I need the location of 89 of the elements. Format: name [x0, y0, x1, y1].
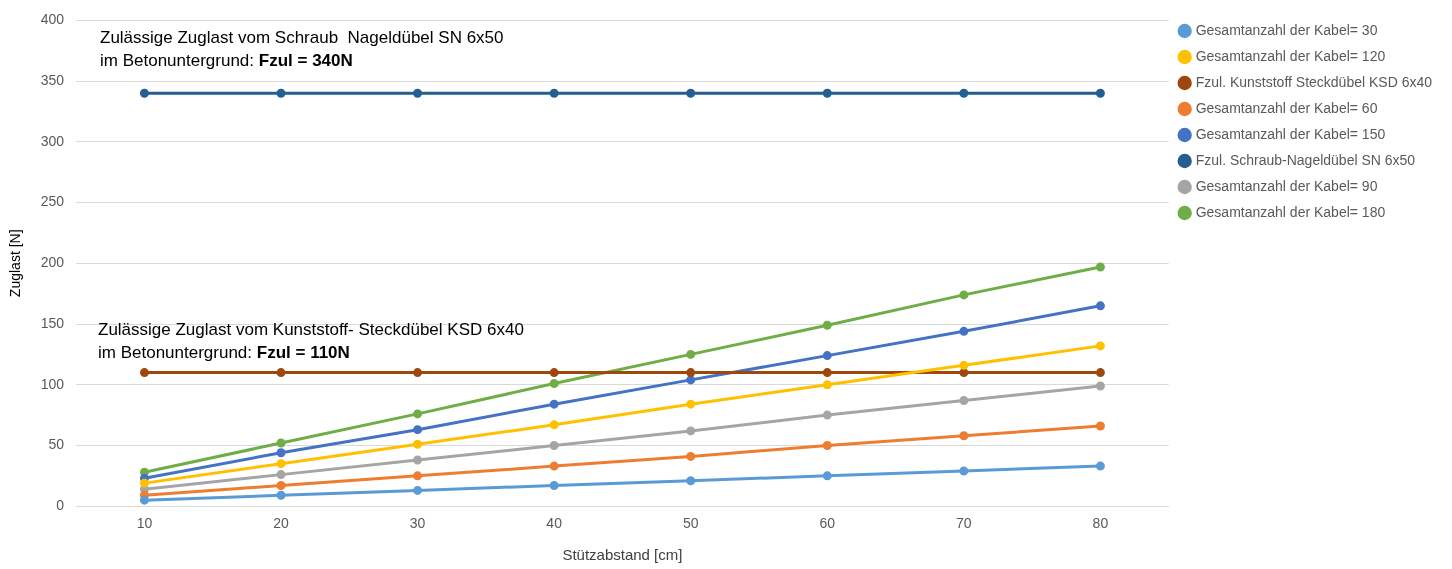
point	[1095, 88, 1105, 98]
point	[822, 88, 832, 98]
x-tick-label: 70	[956, 515, 972, 532]
legend-label: Gesamtanzahl der Kabel= 150	[1195, 125, 1386, 142]
x-tick-label: 30	[409, 515, 426, 532]
point	[549, 88, 559, 98]
point	[686, 375, 696, 385]
point	[549, 368, 559, 378]
legend-label: Gesamtanzahl der Kabel= 180	[1195, 203, 1386, 220]
y-tick-label: 350	[40, 71, 65, 88]
point	[822, 440, 832, 450]
y-tick-label: 150	[40, 314, 65, 331]
point	[959, 290, 969, 300]
legend-label: Gesamtanzahl der Kabel= 60	[1195, 99, 1378, 116]
point	[686, 399, 696, 409]
point	[1095, 381, 1105, 391]
point	[959, 431, 969, 441]
legend-label: Gesamtanzahl der Kabel= 30	[1195, 21, 1378, 38]
point	[413, 368, 423, 378]
point	[1095, 341, 1105, 351]
y-tick-label: 400	[40, 11, 65, 28]
point	[959, 368, 969, 378]
annotation: Zulässige Zuglast vom Schraub Nageldübel SN 6x50 im Betonuntergrund: Fzul = 340N	[100, 27, 504, 70]
point	[549, 399, 559, 409]
point	[276, 481, 286, 491]
point	[276, 438, 286, 448]
point	[959, 466, 969, 476]
point	[1095, 301, 1105, 311]
point	[139, 495, 149, 505]
point	[413, 425, 423, 435]
point	[139, 478, 149, 488]
y-axis-title: Zuglast [N]	[7, 229, 24, 298]
point	[276, 368, 286, 378]
annotation: Zulässige Zuglast vom Kunststoff- Steckdübel KSD 6x40 im Betonuntergrund: Fzul = 110N	[98, 319, 524, 362]
y-tick-label: 0	[56, 497, 65, 514]
x-tick-label: 60	[819, 515, 836, 532]
point	[686, 426, 696, 436]
point	[822, 471, 832, 481]
point	[686, 451, 696, 461]
point	[413, 485, 423, 495]
point	[686, 88, 696, 98]
point	[822, 351, 832, 361]
point	[276, 470, 286, 480]
legend-label: Fzul. Schraub-Nageldübel SN 6x50	[1195, 151, 1416, 168]
point	[413, 455, 423, 465]
point	[959, 360, 969, 370]
point	[822, 320, 832, 330]
point	[549, 481, 559, 491]
point	[413, 409, 423, 419]
y-tick-label: 300	[40, 132, 65, 149]
y-tick-label: 100	[40, 375, 65, 392]
point	[549, 440, 559, 450]
x-tick-label: 20	[273, 515, 289, 532]
point	[686, 476, 696, 486]
point	[1095, 262, 1105, 272]
point	[413, 471, 423, 481]
x-tick-label: 10	[136, 515, 153, 532]
point	[686, 349, 696, 359]
point	[1095, 461, 1105, 471]
point	[1095, 421, 1105, 431]
y-tick-label: 50	[48, 436, 65, 453]
legend-label: Gesamtanzahl der Kabel= 120	[1195, 47, 1386, 64]
point	[1095, 368, 1105, 378]
point	[822, 410, 832, 420]
point	[959, 88, 969, 98]
point	[276, 88, 286, 98]
point	[822, 368, 832, 378]
point	[276, 448, 286, 458]
point	[139, 88, 149, 98]
point	[276, 490, 286, 500]
point	[139, 368, 149, 378]
legend-label: Gesamtanzahl der Kabel= 90	[1195, 177, 1378, 194]
point	[959, 326, 969, 336]
point	[959, 396, 969, 406]
point	[549, 420, 559, 430]
x-tick-label: 40	[546, 515, 563, 532]
point	[413, 439, 423, 449]
point	[822, 380, 832, 390]
x-axis-title: Stützabstand [cm]	[562, 546, 683, 564]
point	[686, 368, 696, 378]
y-tick-label: 250	[40, 193, 65, 210]
x-tick-label: 80	[1092, 515, 1109, 532]
point	[549, 379, 559, 389]
x-tick-label: 50	[682, 515, 699, 532]
point	[276, 459, 286, 469]
y-tick-label: 200	[40, 254, 65, 271]
point	[549, 461, 559, 471]
legend-label: Fzul. Kunststoff Steckdübel KSD 6x40	[1195, 73, 1433, 90]
point	[413, 88, 423, 98]
